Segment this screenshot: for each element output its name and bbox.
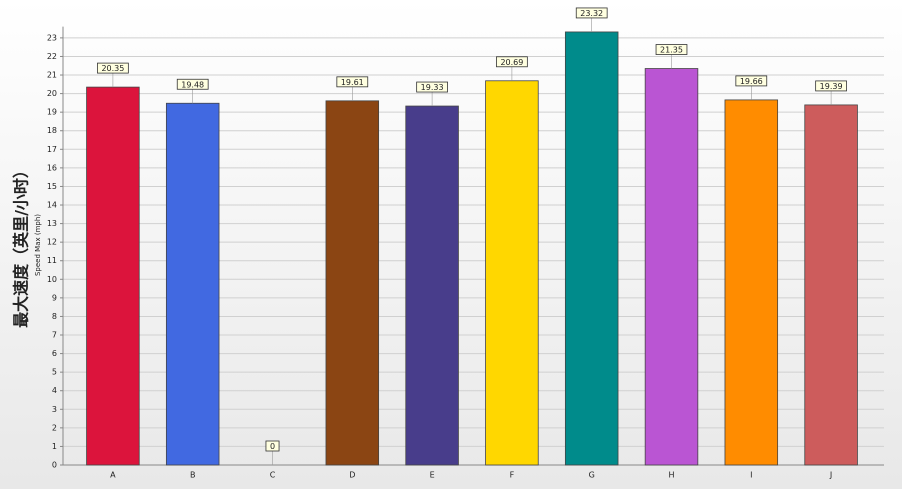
y-tick-label: 18 bbox=[47, 126, 57, 135]
value-label: 19.66 bbox=[740, 77, 763, 86]
value-label-box bbox=[655, 44, 688, 55]
x-tick-label: B bbox=[190, 471, 196, 480]
y-axis-subtitle: Speed Max (mph) bbox=[34, 214, 42, 276]
value-label: 0 bbox=[270, 442, 275, 451]
x-tick-label: E bbox=[430, 471, 435, 480]
value-label: 19.61 bbox=[341, 78, 364, 87]
value-label-box bbox=[496, 56, 528, 68]
y-tick-label: 16 bbox=[47, 163, 57, 172]
y-axis-title: 最大速度（英里/小时） bbox=[12, 162, 31, 328]
y-tick-label: 20 bbox=[47, 89, 57, 98]
bar bbox=[86, 86, 140, 466]
y-tick-label: 11 bbox=[47, 256, 57, 265]
bar bbox=[644, 68, 699, 466]
bar bbox=[804, 104, 858, 466]
value-label: 20.69 bbox=[500, 58, 523, 67]
x-tick-label: H bbox=[668, 471, 674, 480]
y-tick-label: 23 bbox=[47, 33, 57, 42]
y-tick-label: 1 bbox=[52, 442, 57, 451]
bar bbox=[405, 105, 459, 466]
y-tick-label: 19 bbox=[47, 108, 57, 117]
value-label: 21.35 bbox=[660, 46, 683, 55]
y-tick-label: 4 bbox=[52, 386, 57, 395]
x-tick-label: I bbox=[750, 471, 752, 480]
value-label: 23.32 bbox=[580, 9, 603, 18]
y-tick-label: 8 bbox=[52, 312, 57, 321]
y-tick-label: 2 bbox=[52, 423, 57, 432]
value-label-box bbox=[416, 81, 448, 93]
value-label: 19.48 bbox=[181, 80, 204, 89]
y-tick-label: 21 bbox=[47, 71, 57, 80]
x-tick-label: D bbox=[349, 471, 355, 480]
bar bbox=[485, 80, 539, 466]
value-label-box bbox=[575, 7, 608, 19]
value-label: 19.33 bbox=[421, 83, 444, 92]
y-tick-label: 0 bbox=[52, 461, 57, 470]
y-tick-label: 14 bbox=[47, 201, 57, 210]
bar bbox=[325, 100, 380, 466]
y-tick-label: 9 bbox=[52, 293, 57, 302]
x-tick-label: F bbox=[510, 471, 515, 480]
value-label: 20.35 bbox=[101, 64, 124, 73]
x-tick-label: G bbox=[589, 471, 595, 480]
value-label-box bbox=[336, 76, 369, 88]
y-tick-label: 7 bbox=[52, 331, 57, 340]
y-tick-label: 17 bbox=[47, 145, 57, 154]
y-tick-label: 13 bbox=[47, 219, 57, 228]
y-tick-label: 6 bbox=[52, 349, 57, 358]
x-tick-label: J bbox=[829, 471, 832, 480]
value-label-box bbox=[265, 440, 280, 452]
bar bbox=[724, 99, 779, 466]
y-tick-label: 12 bbox=[47, 238, 57, 247]
y-tick-label: 15 bbox=[47, 182, 57, 191]
bar bbox=[165, 102, 220, 466]
y-tick-label: 3 bbox=[52, 405, 57, 414]
value-label-box bbox=[815, 80, 847, 92]
x-tick-label: C bbox=[270, 471, 276, 480]
value-label-box bbox=[735, 75, 768, 87]
value-label-box bbox=[176, 78, 209, 90]
y-tick-label: 22 bbox=[47, 52, 57, 61]
y-tick-label: 10 bbox=[47, 275, 57, 284]
bar bbox=[564, 31, 619, 466]
y-tick-label: 5 bbox=[52, 368, 57, 377]
value-label-box bbox=[97, 62, 129, 74]
value-label: 19.39 bbox=[820, 82, 843, 91]
x-tick-label: A bbox=[110, 471, 116, 480]
